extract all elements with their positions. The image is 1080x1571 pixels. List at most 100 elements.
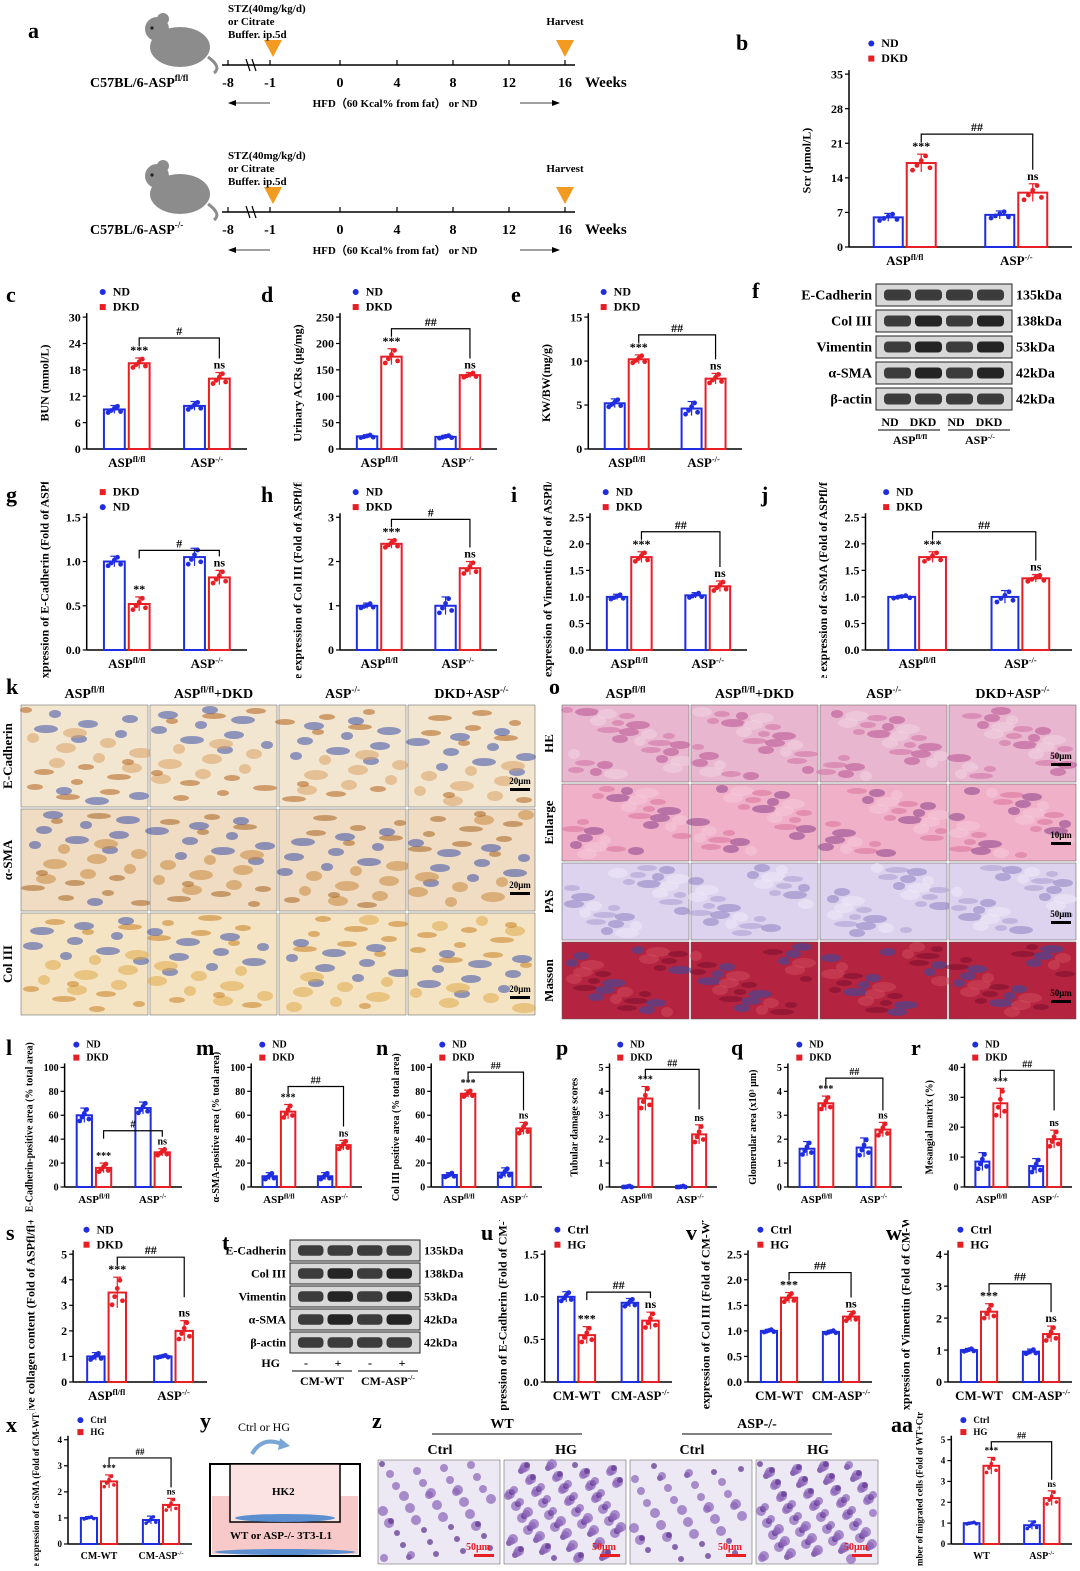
x-group-label: ASP-/- bbox=[676, 1193, 704, 1206]
tissue-texture bbox=[151, 774, 171, 784]
migrated-cell bbox=[426, 1488, 436, 1498]
scale-bar-label: 20μm bbox=[509, 880, 531, 890]
tissue-texture bbox=[1018, 993, 1042, 1003]
blot-lane-label: ND bbox=[947, 415, 965, 429]
tissue-texture bbox=[984, 714, 1000, 722]
significance-label: *** bbox=[780, 1278, 798, 1292]
tissue-texture bbox=[825, 836, 845, 844]
chart-g: g Relative expression of E-Cadherin (Fold… bbox=[0, 439, 255, 729]
tissue-texture bbox=[967, 965, 987, 973]
migrated-cell bbox=[475, 1521, 481, 1527]
legend-marker bbox=[602, 504, 609, 511]
tissue-texture bbox=[1053, 894, 1077, 904]
tissue-texture bbox=[987, 907, 1011, 917]
tissue-texture bbox=[847, 837, 863, 847]
y-tick-label: 80 bbox=[235, 1087, 245, 1098]
grid-row-label: E-Cadherin bbox=[0, 722, 15, 789]
migrated-cell bbox=[685, 1469, 693, 1477]
bar bbox=[458, 567, 482, 651]
tissue-texture bbox=[1002, 918, 1018, 924]
y-tick-label: 5 bbox=[777, 1063, 782, 1074]
tissue-texture bbox=[483, 993, 499, 1003]
y-tick-label: 0 bbox=[837, 240, 843, 254]
tissue-texture bbox=[512, 955, 532, 963]
tissue-texture bbox=[730, 838, 750, 846]
tissue-texture bbox=[568, 767, 584, 773]
tissue-texture bbox=[858, 996, 874, 1006]
tissue-texture bbox=[891, 808, 907, 814]
tissue-texture bbox=[973, 906, 985, 914]
tissue-texture bbox=[481, 844, 501, 852]
transwell-diagram bbox=[209, 1438, 361, 1557]
tissue-texture bbox=[707, 718, 719, 724]
tissue-texture bbox=[315, 916, 331, 922]
tissue-texture bbox=[224, 775, 240, 781]
tissue-texture bbox=[991, 722, 1015, 732]
migrated-cell bbox=[453, 1485, 463, 1495]
migrated-cell bbox=[664, 1484, 672, 1492]
bar bbox=[458, 374, 482, 450]
blot-size-label: 42kDa bbox=[424, 1313, 457, 1327]
y-tick-label: 4 bbox=[936, 1247, 942, 1261]
migrated-cell bbox=[448, 1524, 454, 1530]
tissue-texture bbox=[825, 821, 841, 827]
y-tick-label: 40 bbox=[415, 1135, 425, 1146]
bar-chart-m: mα-SMA-positive area (% total area) 02040… bbox=[196, 1035, 362, 1206]
significance-label: ns bbox=[167, 1486, 176, 1496]
blot-lane-label: DKD bbox=[976, 415, 1003, 429]
legend-marker bbox=[617, 1054, 624, 1061]
data-point bbox=[1045, 1502, 1049, 1506]
significance-label: *** bbox=[281, 1092, 296, 1103]
migrated-cell bbox=[481, 1533, 487, 1539]
y-tick-label: 50 bbox=[322, 416, 334, 430]
panel-label-l: l bbox=[6, 1035, 12, 1060]
migrated-cell bbox=[710, 1514, 720, 1524]
data-point bbox=[1034, 183, 1040, 188]
tissue-texture bbox=[1026, 944, 1038, 950]
tissue-texture bbox=[204, 855, 216, 865]
y-tick-label: 0.5 bbox=[845, 617, 860, 631]
data-point bbox=[213, 377, 219, 383]
data-point bbox=[903, 593, 909, 599]
y-tick-label: 40 bbox=[235, 1135, 245, 1146]
tissue-texture bbox=[982, 991, 998, 997]
grid-column-header: ASPfl/fl+DKD bbox=[715, 684, 794, 702]
data-point bbox=[171, 1497, 176, 1502]
tissue-texture bbox=[635, 788, 659, 798]
tissue-texture bbox=[798, 884, 810, 892]
legend-label: DKD bbox=[614, 300, 641, 314]
y-tick-label: 1.5 bbox=[569, 564, 584, 578]
tissue-texture bbox=[608, 905, 620, 911]
timeline-tick-label: 4 bbox=[394, 223, 401, 238]
legend-marker bbox=[972, 1054, 979, 1061]
tissue-texture bbox=[575, 708, 599, 716]
tissue-texture bbox=[670, 756, 694, 766]
tissue-texture bbox=[918, 743, 942, 751]
tissue-texture bbox=[884, 815, 896, 821]
tissue-texture bbox=[980, 865, 1004, 871]
tissue-texture bbox=[831, 710, 843, 718]
tissue-texture bbox=[708, 837, 732, 843]
tissue-texture bbox=[297, 785, 317, 795]
tissue-texture bbox=[343, 840, 355, 846]
tissue-texture bbox=[781, 799, 805, 809]
data-point bbox=[988, 215, 994, 221]
tissue-texture bbox=[913, 824, 929, 834]
blot-band-label: E-Cadherin bbox=[225, 1244, 286, 1258]
blot-size-label: 138kDa bbox=[424, 1267, 463, 1281]
tissue-texture bbox=[821, 969, 845, 979]
panel-label-a: a bbox=[28, 18, 39, 43]
blot-band-label: α-SMA bbox=[828, 366, 872, 381]
data-point bbox=[1001, 209, 1007, 215]
tissue-texture bbox=[745, 846, 757, 856]
tissue-texture bbox=[747, 871, 759, 879]
data-point bbox=[589, 1337, 595, 1343]
bar-chart-j: j Relative expression of α-SMA (Fold of A… bbox=[760, 451, 1072, 717]
migrated-cell bbox=[788, 1500, 796, 1508]
bar-chart-aa: aa Number of migrated cells (Fold of WT+C… bbox=[891, 1406, 1072, 1571]
data-point bbox=[997, 211, 1003, 217]
legend-label: HG bbox=[973, 1427, 987, 1437]
legend-label: DKD bbox=[896, 500, 923, 514]
data-point bbox=[1032, 1520, 1037, 1524]
blot-band bbox=[289, 1239, 421, 1262]
